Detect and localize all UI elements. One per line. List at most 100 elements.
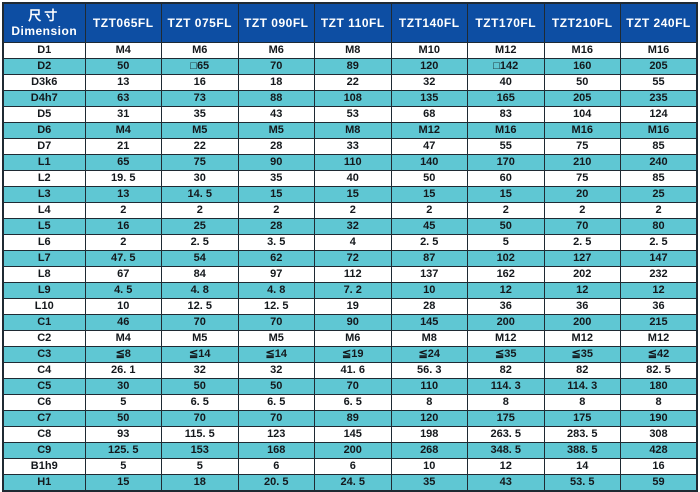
- value-cell: 7. 2: [314, 282, 392, 299]
- row-label: C9: [2, 442, 86, 459]
- table-row: L3 13 14. 5 15 15 15 15 20 25: [2, 186, 698, 203]
- value-cell: 190: [620, 410, 698, 427]
- value-cell: 168: [237, 442, 315, 459]
- value-cell: 12: [467, 458, 545, 475]
- value-cell: 14. 5: [161, 186, 239, 203]
- value-cell: 235: [620, 90, 698, 107]
- value-cell: 115. 5: [161, 426, 239, 443]
- value-cell: 200: [543, 314, 621, 331]
- value-cell: 283. 5: [543, 426, 621, 443]
- table-row: C5 30 50 50 70 110 114. 3 114. 3 180: [2, 378, 698, 395]
- value-cell: 123: [237, 426, 315, 443]
- value-cell: 28: [390, 298, 468, 315]
- row-label: L9: [2, 282, 86, 299]
- value-cell: 4. 5: [84, 282, 162, 299]
- row-label: L6: [2, 234, 86, 251]
- model-column-header: TZT 110FL: [314, 2, 392, 43]
- value-cell: 12. 5: [161, 298, 239, 315]
- value-cell: 2: [84, 234, 162, 251]
- value-cell: 89: [314, 58, 392, 75]
- value-cell: 2: [467, 202, 545, 219]
- value-cell: 68: [390, 106, 468, 123]
- value-cell: 33: [314, 138, 392, 155]
- row-label: L4: [2, 202, 86, 219]
- row-label: D2: [2, 58, 86, 75]
- value-cell: 24. 5: [314, 474, 392, 492]
- value-cell: 112: [314, 266, 392, 283]
- value-cell: 82: [543, 362, 621, 379]
- value-cell: 12: [467, 282, 545, 299]
- row-label: D1: [2, 42, 86, 59]
- value-cell: 18: [237, 74, 315, 91]
- row-label: D6: [2, 122, 86, 139]
- value-cell: 43: [467, 474, 545, 492]
- value-cell: 41. 6: [314, 362, 392, 379]
- row-label: C4: [2, 362, 86, 379]
- table-row: B1h9 5 5 6 6 10 12 14 16: [2, 458, 698, 475]
- value-cell: M12: [620, 330, 698, 347]
- value-cell: 10: [390, 458, 468, 475]
- value-cell: M12: [467, 42, 545, 59]
- model-column-header: TZT 075FL: [161, 2, 239, 43]
- table-row: D6 M4 M5 M5 M8 M12 M16 M16 M16: [2, 122, 698, 139]
- header-row: 尺寸 Dimension TZT065FL TZT 075FL TZT 090FL T…: [2, 2, 698, 43]
- value-cell: 22: [314, 74, 392, 91]
- value-cell: M12: [390, 122, 468, 139]
- value-cell: M8: [314, 122, 392, 139]
- value-cell: 200: [467, 314, 545, 331]
- value-cell: 8: [620, 394, 698, 411]
- value-cell: ≦8: [84, 346, 162, 363]
- value-cell: ≦24: [390, 346, 468, 363]
- value-cell: 165: [467, 90, 545, 107]
- value-cell: 140: [390, 154, 468, 171]
- table-row: L2 19. 5 30 35 40 50 60 75 85: [2, 170, 698, 187]
- value-cell: 120: [390, 58, 468, 75]
- value-cell: 90: [314, 314, 392, 331]
- value-cell: ≦14: [161, 346, 239, 363]
- model-column-header: TZT 090FL: [237, 2, 315, 43]
- row-label: L2: [2, 170, 86, 187]
- value-cell: 232: [620, 266, 698, 283]
- value-cell: 63: [84, 90, 162, 107]
- value-cell: 6. 5: [161, 394, 239, 411]
- value-cell: 18: [161, 474, 239, 492]
- value-cell: 2: [84, 202, 162, 219]
- value-cell: 108: [314, 90, 392, 107]
- row-label: L3: [2, 186, 86, 203]
- value-cell: 50: [161, 378, 239, 395]
- value-cell: 21: [84, 138, 162, 155]
- table-row: C3 ≦8 ≦14 ≦14 ≦19 ≦24 ≦35 ≦35 ≦42: [2, 346, 698, 363]
- value-cell: 135: [390, 90, 468, 107]
- value-cell: ≦19: [314, 346, 392, 363]
- row-label: H1: [2, 474, 86, 492]
- value-cell: 5: [84, 394, 162, 411]
- value-cell: 25: [161, 218, 239, 235]
- value-cell: 50: [84, 410, 162, 427]
- value-cell: 145: [314, 426, 392, 443]
- value-cell: M8: [314, 42, 392, 59]
- value-cell: 4: [314, 234, 392, 251]
- value-cell: 82. 5: [620, 362, 698, 379]
- value-cell: □142: [467, 58, 545, 75]
- table-row: D7 21 22 28 33 47 55 75 85: [2, 138, 698, 155]
- value-cell: 428: [620, 442, 698, 459]
- row-label: C6: [2, 394, 86, 411]
- value-cell: M5: [161, 122, 239, 139]
- table-row: C8 93 115. 5 123 145 198 263. 5 283. 5 308: [2, 426, 698, 443]
- table-row: L10 10 12. 5 12. 5 19 28 36 36 36: [2, 298, 698, 315]
- value-cell: 2: [620, 202, 698, 219]
- table-body: D1 M4 M6 M6 M8 M10 M12 M16 M16 D2 50 □65 70 89 120 □142…: [2, 42, 698, 492]
- value-cell: □65: [161, 58, 239, 75]
- value-cell: 110: [314, 154, 392, 171]
- value-cell: 120: [390, 410, 468, 427]
- value-cell: 308: [620, 426, 698, 443]
- table-row: D2 50 □65 70 89 120 □142 160 205: [2, 58, 698, 75]
- value-cell: 6: [237, 458, 315, 475]
- value-cell: 2: [314, 202, 392, 219]
- value-cell: 15: [467, 186, 545, 203]
- value-cell: M8: [390, 330, 468, 347]
- value-cell: 114. 3: [543, 378, 621, 395]
- value-cell: 70: [161, 410, 239, 427]
- value-cell: 97: [237, 266, 315, 283]
- value-cell: 13: [84, 186, 162, 203]
